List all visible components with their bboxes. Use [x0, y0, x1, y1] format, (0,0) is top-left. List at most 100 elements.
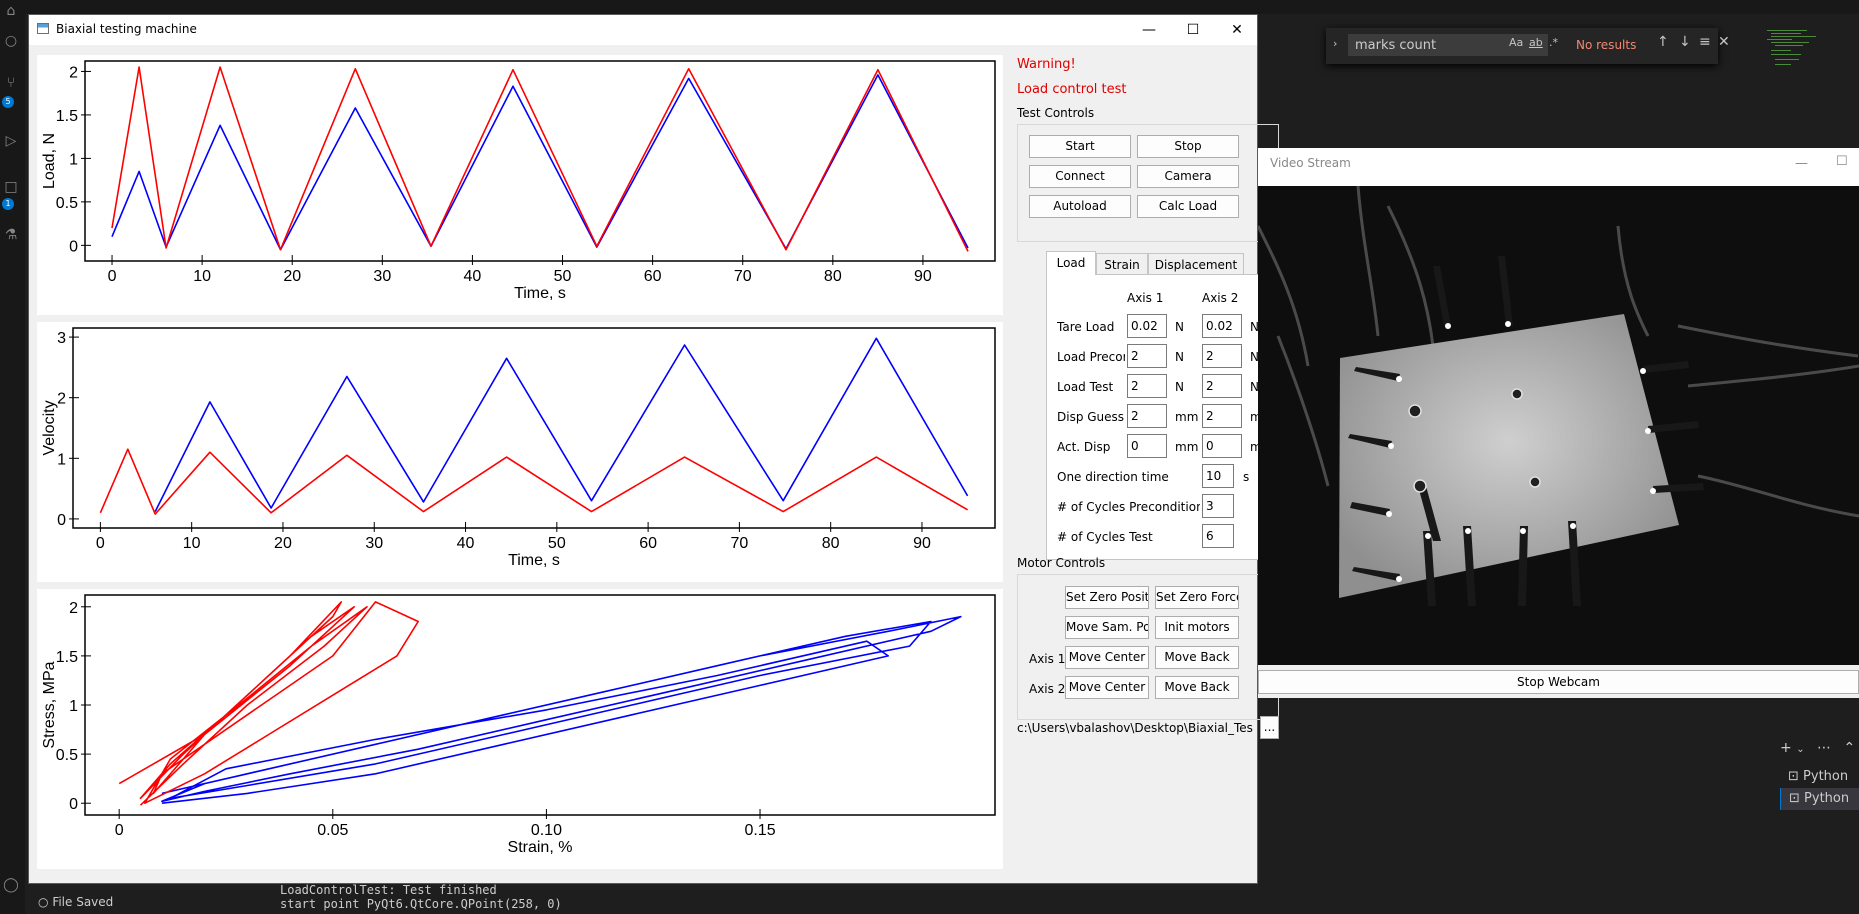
previous-match-icon[interactable]: ↑: [1657, 34, 1669, 50]
act-disp-axis2-input[interactable]: [1202, 434, 1242, 458]
match-whole-word-toggle[interactable]: ab: [1529, 36, 1543, 49]
axis1-move-back-button[interactable]: Move Back: [1155, 646, 1239, 669]
disp-guess-label: Disp Guess: [1057, 410, 1125, 424]
velocity-time-plot: 0 10 20 30 40 50 60 70 80 90 0 1 2 3 Time, s Velocity: [37, 322, 1003, 582]
vscode-tab-bar: [25, 0, 1859, 14]
x-tick-label: 0: [96, 535, 105, 552]
set-zero-position-button[interactable]: Set Zero Position: [1065, 586, 1149, 609]
y-tick-label: 0: [69, 796, 78, 813]
tare-load-axis1-input[interactable]: [1127, 314, 1167, 338]
red-series-line: [111, 66, 969, 252]
load-precond-axis1-input[interactable]: [1127, 344, 1167, 368]
disp-guess-axis2-input[interactable]: [1202, 404, 1242, 428]
start-button[interactable]: Start: [1029, 135, 1131, 158]
load-test-axis1-input[interactable]: [1127, 374, 1167, 398]
source-control-icon[interactable]: ⑂: [6, 75, 16, 91]
autoload-button[interactable]: Autoload: [1029, 195, 1131, 218]
load-test-axis2-input[interactable]: [1202, 374, 1242, 398]
x-tick-label: 20: [283, 268, 301, 285]
minimize-button[interactable]: —: [1142, 22, 1156, 38]
stop-button[interactable]: Stop: [1137, 135, 1239, 158]
terminal-icon: ⊡: [1788, 769, 1799, 784]
load-time-chart: 0 10 20 30 40 50 60 70 80 90 0 0.5 1 1.5 2 Time, s Load,…: [41, 60, 996, 302]
app-icon: [37, 23, 49, 34]
x-tick-label: 60: [644, 268, 662, 285]
stop-webcam-button[interactable]: Stop Webcam: [1258, 670, 1859, 694]
axis1-move-center-button[interactable]: Move Center: [1065, 646, 1149, 669]
move-sample-pos-button[interactable]: Move Sam. Pos.: [1065, 616, 1149, 639]
y-tick-label: 0.5: [56, 747, 78, 764]
y-tick-label: 1: [69, 698, 78, 715]
cycles-test-input[interactable]: [1202, 524, 1234, 548]
terminal-list: ⊡ Python ⊡ Python: [1780, 766, 1859, 810]
terminal-item[interactable]: ⊡ Python: [1788, 769, 1849, 784]
maximize-icon[interactable]: ☐: [1836, 154, 1848, 169]
one-direction-time-input[interactable]: [1202, 464, 1234, 488]
toggle-replace-icon[interactable]: ›: [1333, 37, 1338, 50]
stress-strain-chart: 0 0.05 0.10 0.15 0 0.5 1 1.5 2 Strain, % Stress, M…: [41, 594, 996, 856]
cycles-precond-input[interactable]: [1202, 494, 1234, 518]
minimize-icon[interactable]: —: [1795, 156, 1808, 171]
x-tick-label: 0.10: [531, 822, 562, 839]
terminal-item[interactable]: ⊡ Python: [1780, 788, 1859, 810]
minimap[interactable]: [1765, 28, 1835, 78]
x-tick-label: 90: [913, 535, 931, 552]
next-match-icon[interactable]: ↓: [1679, 34, 1691, 50]
video-titlebar[interactable]: Video Stream — ☐: [1258, 148, 1859, 186]
velocity-time-chart: 0 10 20 30 40 50 60 70 80 90 0 1 2 3 Time, s Velocity: [41, 327, 996, 569]
run-debug-icon[interactable]: ▷: [5, 133, 17, 149]
load-tab-panel: Axis 1 Axis 2 Tare Load N N Load Precor …: [1046, 274, 1279, 560]
new-terminal-icon[interactable]: +: [1780, 740, 1792, 756]
account-icon[interactable]: ◯: [3, 877, 19, 893]
y-tick-label: 1: [69, 151, 78, 168]
load-test-label: Load Test: [1057, 380, 1114, 394]
match-case-toggle[interactable]: Aa: [1509, 36, 1524, 49]
x-axis-label: Time, s: [514, 285, 566, 302]
y-tick-label: 0: [57, 512, 66, 529]
x-tick-label: 10: [183, 535, 201, 552]
find-input[interactable]: [1348, 34, 1548, 56]
x-tick-label: 50: [554, 268, 572, 285]
unit-label: N: [1175, 320, 1184, 334]
find-result-status: No results: [1576, 38, 1637, 52]
tab-displacement[interactable]: Displacement: [1148, 253, 1244, 275]
close-find-icon[interactable]: ✕: [1718, 34, 1730, 50]
output-console: LoadControlTest: Test finished start poi…: [280, 883, 1280, 914]
close-button[interactable]: ✕: [1231, 22, 1243, 38]
set-zero-force-button[interactable]: Set Zero Force: [1155, 586, 1239, 609]
browse-button[interactable]: ...: [1260, 716, 1279, 739]
search-icon[interactable]: ○: [4, 33, 18, 49]
testing-icon[interactable]: ⚗: [4, 227, 18, 243]
more-actions-icon[interactable]: ⋯: [1817, 740, 1832, 756]
status-file-saved: ○ File Saved: [38, 895, 113, 909]
init-motors-button[interactable]: Init motors: [1155, 616, 1239, 639]
use-regex-toggle[interactable]: .*: [1549, 36, 1558, 49]
axis2-move-back-button[interactable]: Move Back: [1155, 676, 1239, 699]
main-window: Biaxial testing machine — ☐ ✕ 0 10 20 30 40 5…: [28, 14, 1279, 884]
main-titlebar[interactable]: Biaxial testing machine — ☐ ✕: [29, 15, 1257, 45]
act-disp-axis1-input[interactable]: [1127, 434, 1167, 458]
warning-title: Warning!: [1017, 57, 1076, 72]
maximize-button[interactable]: ☐: [1186, 22, 1200, 38]
video-stream-window: Video Stream — ☐: [1258, 148, 1859, 698]
extensions-icon[interactable]: □: [4, 179, 18, 195]
calc-load-button[interactable]: Calc Load: [1137, 195, 1239, 218]
axis2-move-center-button[interactable]: Move Center: [1065, 676, 1149, 699]
load-precond-axis2-input[interactable]: [1202, 344, 1242, 368]
tare-load-axis2-input[interactable]: [1202, 314, 1242, 338]
y-tick-label: 3: [57, 330, 66, 347]
chevron-down-icon[interactable]: ⌄: [1796, 744, 1805, 755]
y-tick-label: 0.5: [56, 195, 78, 212]
tab-load[interactable]: Load: [1046, 251, 1096, 275]
y-tick-label: 2: [69, 64, 78, 81]
plot-frame: [72, 327, 996, 529]
chevron-up-icon[interactable]: ⌃: [1843, 740, 1856, 756]
stress-strain-plot: 0 0.05 0.10 0.15 0 0.5 1 1.5 2 Strain, % Stress, M…: [37, 589, 1003, 869]
x-tick-label: 40: [464, 268, 482, 285]
files-icon[interactable]: ⌂: [6, 3, 16, 19]
tab-strain[interactable]: Strain: [1096, 253, 1148, 275]
find-in-selection-icon[interactable]: ≡: [1699, 34, 1711, 50]
disp-guess-axis1-input[interactable]: [1127, 404, 1167, 428]
camera-button[interactable]: Camera: [1137, 165, 1239, 188]
connect-button[interactable]: Connect: [1029, 165, 1131, 188]
